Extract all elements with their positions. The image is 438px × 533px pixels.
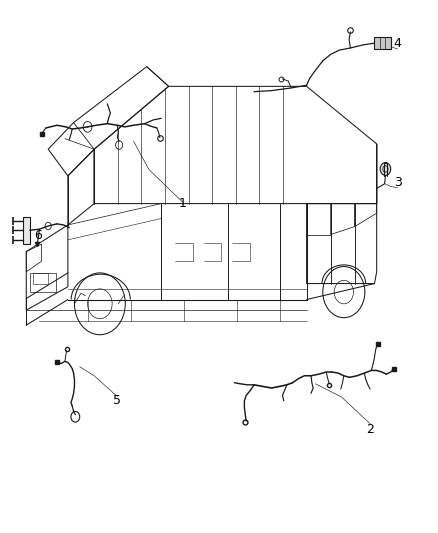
Text: 6: 6 — [35, 229, 42, 242]
Text: 1: 1 — [179, 197, 187, 210]
Bar — [33, 273, 48, 284]
Bar — [30, 273, 56, 292]
Text: 2: 2 — [366, 423, 374, 435]
Circle shape — [380, 163, 391, 175]
Text: 5: 5 — [113, 394, 121, 407]
Text: 4: 4 — [394, 37, 402, 50]
Text: 3: 3 — [394, 176, 402, 189]
Polygon shape — [23, 217, 30, 244]
Bar — [374, 37, 391, 49]
